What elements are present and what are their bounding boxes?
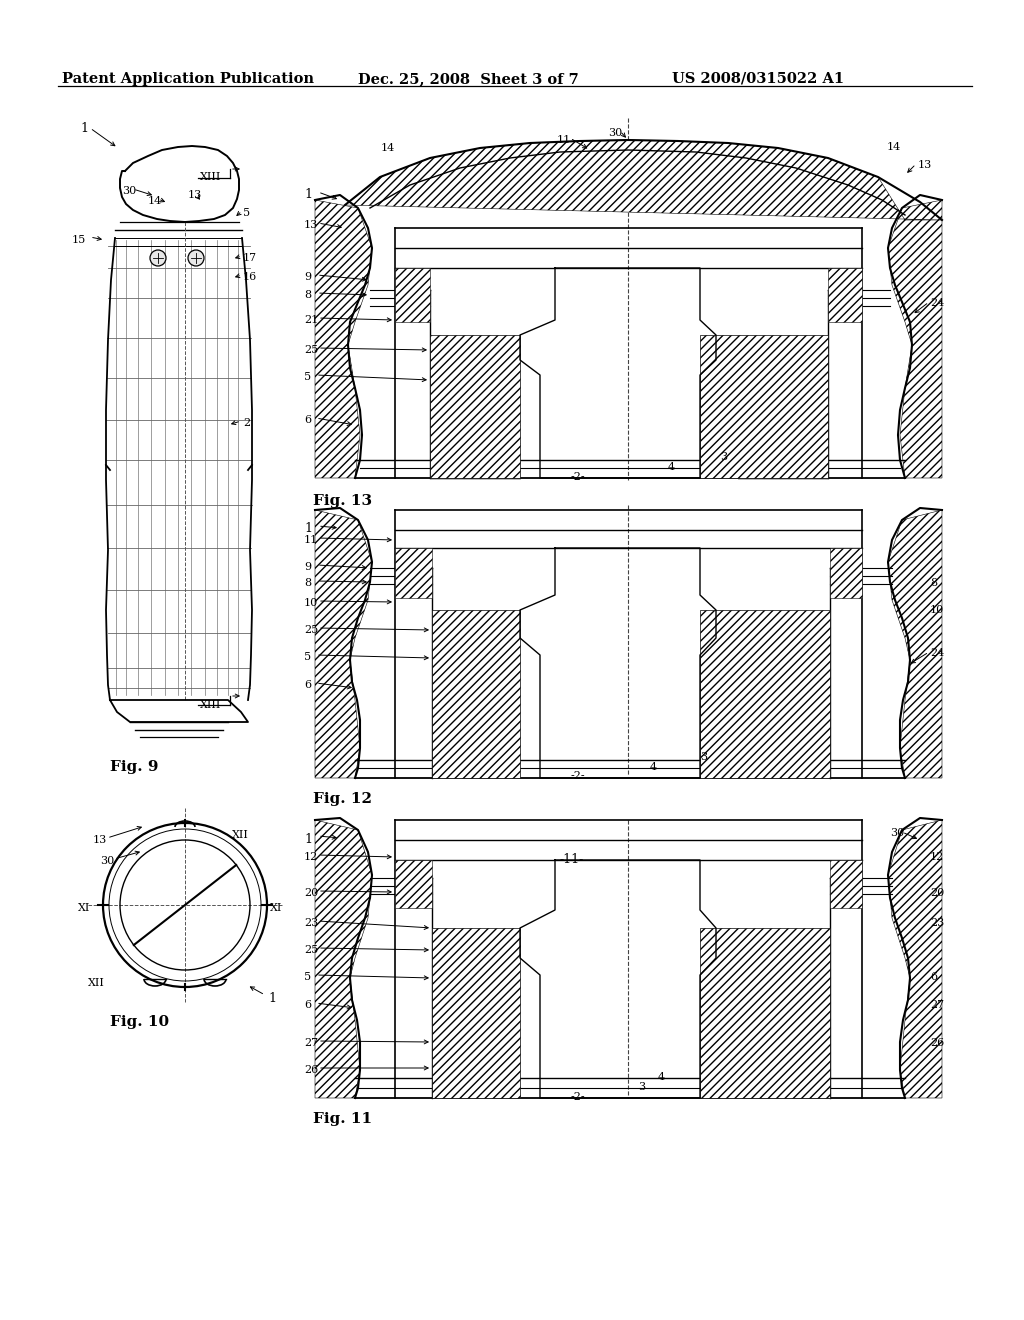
Polygon shape bbox=[315, 510, 372, 777]
Text: 10: 10 bbox=[304, 598, 318, 609]
Polygon shape bbox=[888, 820, 942, 1098]
Text: 5: 5 bbox=[304, 972, 311, 982]
Text: -2-: -2- bbox=[571, 473, 586, 482]
Text: 3: 3 bbox=[700, 752, 708, 762]
Text: -2-: -2- bbox=[571, 771, 586, 781]
Text: 12: 12 bbox=[304, 851, 318, 862]
Text: XIII: XIII bbox=[200, 700, 221, 710]
Text: 4: 4 bbox=[668, 462, 675, 473]
Text: 8: 8 bbox=[304, 290, 311, 300]
Text: -11-: -11- bbox=[560, 853, 585, 866]
Text: XII: XII bbox=[232, 830, 249, 840]
Text: 20: 20 bbox=[304, 888, 318, 898]
Text: 8: 8 bbox=[304, 578, 311, 587]
Polygon shape bbox=[395, 861, 432, 908]
Text: 17: 17 bbox=[243, 253, 257, 263]
Text: XI: XI bbox=[270, 903, 283, 913]
Text: 5: 5 bbox=[243, 209, 250, 218]
Polygon shape bbox=[700, 610, 830, 777]
Polygon shape bbox=[700, 335, 828, 478]
Circle shape bbox=[188, 249, 204, 267]
Text: 24: 24 bbox=[930, 648, 944, 657]
Text: Fig. 13: Fig. 13 bbox=[313, 494, 372, 508]
Text: 14: 14 bbox=[887, 143, 901, 152]
Text: 1: 1 bbox=[304, 833, 312, 846]
Text: 4: 4 bbox=[658, 1072, 666, 1082]
Text: 12: 12 bbox=[930, 851, 944, 862]
Polygon shape bbox=[430, 335, 520, 478]
Text: 30: 30 bbox=[100, 855, 115, 866]
Polygon shape bbox=[888, 510, 942, 777]
Text: 15: 15 bbox=[72, 235, 86, 246]
Text: 25: 25 bbox=[304, 345, 318, 355]
Text: 5: 5 bbox=[304, 652, 311, 663]
Text: 16: 16 bbox=[243, 272, 257, 282]
Text: 6: 6 bbox=[304, 1001, 311, 1010]
Polygon shape bbox=[888, 201, 942, 478]
Text: 13: 13 bbox=[93, 836, 108, 845]
Polygon shape bbox=[830, 861, 862, 908]
Text: 3: 3 bbox=[720, 451, 727, 462]
Text: 30: 30 bbox=[890, 828, 904, 838]
Text: 11: 11 bbox=[557, 135, 571, 145]
Text: 3: 3 bbox=[638, 1082, 645, 1092]
Text: 6: 6 bbox=[930, 972, 937, 982]
Text: 9: 9 bbox=[304, 272, 311, 282]
Text: 2: 2 bbox=[243, 418, 250, 428]
Polygon shape bbox=[395, 268, 430, 322]
Text: 21: 21 bbox=[304, 315, 318, 325]
Text: 8: 8 bbox=[930, 578, 937, 587]
Text: 27: 27 bbox=[304, 1038, 318, 1048]
Text: 30: 30 bbox=[608, 128, 623, 139]
Text: 1: 1 bbox=[268, 993, 276, 1005]
Text: 11: 11 bbox=[304, 535, 318, 545]
Text: 5: 5 bbox=[304, 372, 311, 381]
Text: 23: 23 bbox=[304, 917, 318, 928]
Text: XIII: XIII bbox=[200, 172, 221, 182]
Text: 14: 14 bbox=[148, 195, 162, 206]
Text: 25: 25 bbox=[304, 624, 318, 635]
Polygon shape bbox=[432, 928, 520, 1098]
Text: 6: 6 bbox=[304, 680, 311, 690]
Text: US 2008/0315022 A1: US 2008/0315022 A1 bbox=[672, 73, 844, 86]
Text: 9: 9 bbox=[304, 562, 311, 572]
Text: Fig. 12: Fig. 12 bbox=[313, 792, 372, 807]
Text: 1: 1 bbox=[80, 121, 88, 135]
Text: Fig. 9: Fig. 9 bbox=[110, 760, 159, 774]
Text: 26: 26 bbox=[930, 1038, 944, 1048]
Polygon shape bbox=[395, 548, 432, 598]
Polygon shape bbox=[345, 140, 942, 220]
Text: Fig. 10: Fig. 10 bbox=[110, 1015, 169, 1030]
Text: 1: 1 bbox=[304, 521, 312, 535]
Text: 13: 13 bbox=[304, 220, 318, 230]
Text: 23: 23 bbox=[930, 917, 944, 928]
Text: 4: 4 bbox=[650, 762, 657, 772]
Text: XI: XI bbox=[78, 903, 90, 913]
Text: 27: 27 bbox=[930, 1001, 944, 1010]
Text: 20: 20 bbox=[930, 888, 944, 898]
Text: XII: XII bbox=[88, 978, 104, 987]
Text: Patent Application Publication: Patent Application Publication bbox=[62, 73, 314, 86]
Text: 6: 6 bbox=[304, 414, 311, 425]
Text: 13: 13 bbox=[188, 190, 203, 201]
Polygon shape bbox=[828, 268, 862, 322]
Text: 25: 25 bbox=[304, 945, 318, 954]
Text: 26: 26 bbox=[304, 1065, 318, 1074]
Text: 1: 1 bbox=[304, 187, 312, 201]
Text: Dec. 25, 2008  Sheet 3 of 7: Dec. 25, 2008 Sheet 3 of 7 bbox=[358, 73, 579, 86]
Text: 14: 14 bbox=[381, 143, 395, 153]
Polygon shape bbox=[432, 610, 520, 777]
Polygon shape bbox=[830, 548, 862, 598]
Text: Fig. 11: Fig. 11 bbox=[313, 1111, 372, 1126]
Polygon shape bbox=[315, 820, 372, 1098]
Text: 10: 10 bbox=[930, 605, 944, 615]
Text: 13: 13 bbox=[918, 160, 932, 170]
Circle shape bbox=[150, 249, 166, 267]
Text: -2-: -2- bbox=[571, 1092, 586, 1102]
Text: 24: 24 bbox=[930, 298, 944, 308]
Text: 30: 30 bbox=[122, 186, 136, 195]
Polygon shape bbox=[700, 928, 830, 1098]
Polygon shape bbox=[315, 201, 372, 478]
